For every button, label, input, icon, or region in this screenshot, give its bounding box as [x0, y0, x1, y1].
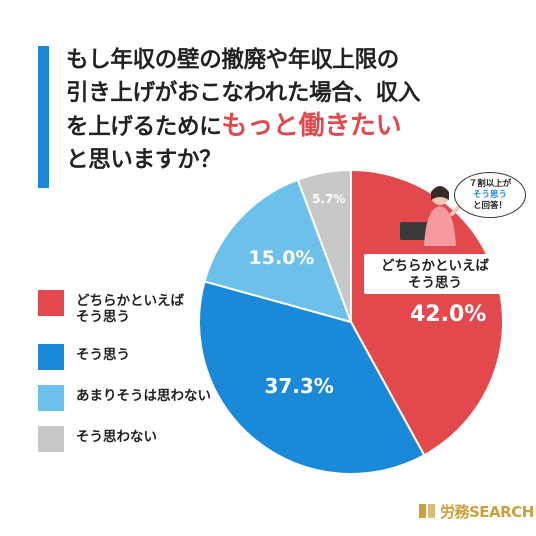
chart-title: もし年収の壁の撤廃や年収上限の 引き上げがおこなわれた場合、収入 を上げるために…: [66, 44, 506, 177]
speech-line-1: ７割以上が: [468, 179, 512, 189]
callout-line-2: そう思う: [408, 275, 462, 291]
legend-label: あまりそうは思わない: [76, 388, 211, 404]
pie-value-label: 5.7%: [312, 192, 345, 206]
speech-line-2: そう思う: [472, 190, 507, 200]
legend-label-line: そう思う: [76, 309, 130, 325]
title-line-1: もし年収の壁の撤廃や年収上限の: [66, 47, 400, 73]
title-accent-bar: [38, 46, 49, 188]
legend-swatch: [38, 344, 64, 370]
pie-value-labels: 42.0% 37.3% 15.0% 5.7%: [249, 192, 487, 398]
title-line-3-prefix: を上げるために: [66, 114, 222, 140]
pie-value-label: 42.0%: [410, 302, 486, 327]
title-emphasis: もっと働きたい: [221, 111, 402, 141]
person-body-icon: [424, 206, 456, 246]
person-hair-icon: [431, 186, 449, 200]
legend-swatch: [38, 290, 64, 316]
title-line-2: 引き上げがおこなわれた場合、収入: [66, 80, 421, 106]
pie-value-label: 37.3%: [264, 374, 333, 398]
pie-slices: [198, 168, 504, 475]
legend-swatch: [38, 426, 64, 452]
speech-bubble: ７割以上が そう思う と回答！: [454, 172, 526, 218]
highlight-callout: どちらかといえば そう思う: [364, 254, 506, 294]
pie-slice: [296, 168, 352, 323]
pie-slice: [203, 178, 353, 324]
title-line-3: を上げるためにもっと働きたい: [66, 110, 506, 144]
callout-line-1: どちらかといえば: [381, 258, 489, 274]
brand-mark-icon: [419, 504, 435, 518]
speech-line-3: と回答！: [472, 201, 507, 211]
legend-swatch: [38, 385, 64, 411]
legend-label: そう思う: [76, 347, 130, 363]
brand-name: 労務SEARCH: [440, 503, 534, 521]
pie-value-label: 15.0%: [249, 247, 315, 269]
legend-label: どちらかといえば そう思う: [76, 293, 184, 325]
pie-slice: [198, 280, 426, 475]
laptop-icon: [400, 222, 428, 240]
legend-label: そう思わない: [76, 429, 157, 445]
legend-label-line: どちらかといえば: [76, 293, 184, 309]
title-line-4: と思いますか？: [66, 147, 222, 173]
